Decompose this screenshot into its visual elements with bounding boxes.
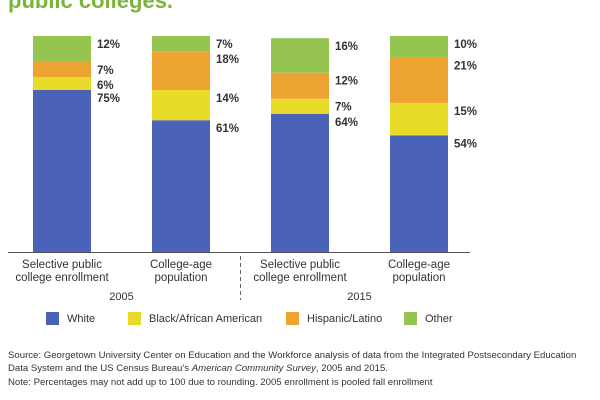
bar-segment-black-african-american [390, 102, 448, 136]
bar-segment-white [390, 135, 448, 252]
category-label: population [392, 272, 445, 284]
bar-segment-black-african-american [152, 90, 210, 121]
legend-label-other: Other [425, 312, 453, 325]
bar-segment-hispanic-latino [271, 72, 329, 99]
source-note: Source: Georgetown University Center on … [8, 349, 593, 376]
bar-segment-other [33, 36, 91, 62]
legend-swatch-hispanic [286, 312, 299, 325]
bar-segment-white [33, 90, 91, 252]
bar-segment-other [271, 38, 329, 73]
category-label: Selective public [22, 259, 102, 271]
legend-item-hispanic: Hispanic/Latino [286, 312, 382, 325]
data-label-white: 61% [216, 123, 239, 135]
data-label-black-african-american: 15% [454, 106, 477, 118]
data-label-white: 64% [335, 117, 358, 129]
category-label: population [154, 272, 207, 284]
category-label: college enrollment [15, 272, 109, 284]
legend-label-white: White [67, 312, 96, 325]
chart-legend: White Black/African American Hispanic/La… [46, 312, 600, 332]
bar-segment-hispanic-latino [390, 57, 448, 103]
source-text-end: , 2005 and 2015. [315, 363, 388, 375]
data-label-other: 12% [97, 39, 120, 51]
bar-segment-white [271, 113, 329, 252]
data-label-white: 75% [97, 93, 120, 105]
bar-segment-hispanic-latino [33, 61, 91, 78]
legend-item-black: Black/African American [128, 312, 262, 325]
data-label-black-african-american: 14% [216, 93, 239, 105]
bar-segment-other [152, 36, 210, 52]
category-label: Selective public [260, 259, 340, 271]
data-label-other: 10% [454, 39, 477, 51]
data-label-hispanic-latino: 21% [454, 61, 477, 73]
bar-segment-white [152, 120, 210, 253]
bar-segment-black-african-american [33, 77, 91, 90]
legend-item-other: Other [404, 312, 453, 325]
data-label-white: 54% [454, 138, 477, 150]
bar-segment-hispanic-latino [152, 51, 210, 90]
legend-label-hispanic: Hispanic/Latino [307, 312, 383, 325]
chart-title: public colleges. [8, 0, 174, 13]
data-label-hispanic-latino: 12% [335, 76, 358, 88]
footnotes: Source: Georgetown University Center on … [8, 349, 593, 389]
legend-label-black: Black/African American [149, 312, 263, 325]
data-label-hispanic-latino: 18% [216, 54, 239, 66]
legend-swatch-other [404, 312, 417, 325]
legend-swatch-white [46, 312, 59, 325]
data-label-hispanic-latino: 7% [97, 65, 114, 77]
category-label: College-age [388, 259, 450, 271]
category-label: college enrollment [253, 272, 347, 284]
data-label-other: 16% [335, 41, 358, 53]
bar-segment-black-african-american [271, 98, 329, 114]
source-text: Source: Georgetown University Center on … [8, 350, 577, 375]
data-label-other: 7% [216, 39, 233, 51]
rounding-note: Note: Percentages may not add up to 100 … [8, 376, 433, 388]
legend-swatch-black [128, 312, 141, 325]
legend-item-white: White [46, 312, 95, 325]
data-label-black-african-american: 6% [97, 80, 114, 92]
source-italic-text: American Community Survey [191, 363, 316, 375]
year-group-label: 2015 [347, 291, 371, 303]
bar-segment-other [390, 36, 448, 58]
data-label-black-african-american: 7% [335, 102, 352, 114]
year-group-label: 2005 [109, 291, 133, 303]
category-label: College-age [150, 259, 212, 271]
